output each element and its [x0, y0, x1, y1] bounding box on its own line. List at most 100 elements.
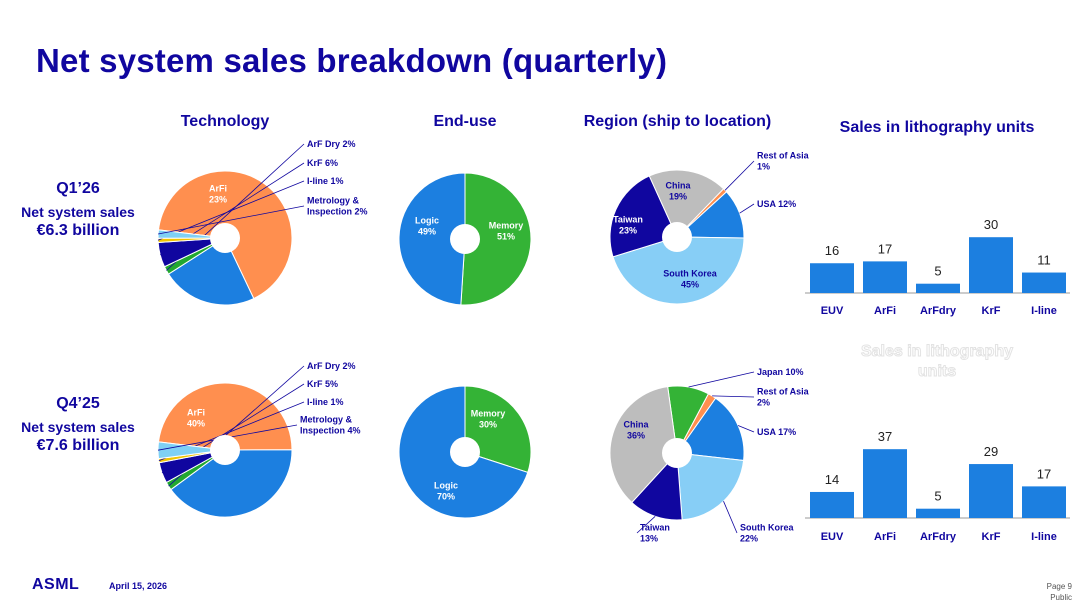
slice-label-arf-dry: ArF Dry 2% [307, 139, 356, 149]
asml-logo: ASML [32, 576, 80, 593]
bar-value-label: 17 [1037, 466, 1051, 481]
slice-label-arf-dry: ArF Dry 2% [307, 361, 356, 371]
x-tick-label: ArFi [874, 531, 896, 543]
slice-label-krf: KrF 5% [307, 379, 338, 389]
region-heading: Region (ship to location) [583, 113, 772, 130]
classification-label: Public [1050, 593, 1072, 602]
slice-label-usa: USA 12% [757, 199, 796, 209]
pie-slice-arfi [167, 237, 255, 306]
slice-label-i-line: I-line 1% [307, 176, 344, 186]
bar-krf [969, 464, 1013, 518]
enduse-heading: End-use [433, 113, 497, 130]
units-heading: Sales in lithography units [839, 119, 1035, 136]
pie-slice-memory [460, 172, 532, 306]
bar-value-label: 30 [984, 217, 998, 232]
footer-page: Page 9 Public [1047, 581, 1072, 603]
pie-slice-south-korea [612, 236, 745, 305]
leader-line [737, 425, 755, 433]
slice-label-arfi: ArFi 40% [187, 408, 205, 429]
bar-value-label: 5 [934, 264, 941, 279]
donut-hole [662, 222, 692, 252]
x-tick-label: KrF [982, 531, 1001, 543]
leader-line [712, 395, 755, 398]
bar-euv [810, 263, 854, 293]
leader-line [688, 371, 755, 388]
pie-slice-china [609, 386, 678, 504]
bar-arfdry [916, 508, 960, 518]
donut-hole [450, 437, 480, 467]
slice-label-rest-of-asia: Rest of Asia 1% [757, 151, 810, 172]
pie-slice-taiwan [631, 451, 683, 521]
x-tick-label: I-line [1031, 531, 1057, 543]
donut-hole [450, 224, 480, 254]
pie-slice-euv [157, 382, 293, 451]
leader-line [739, 203, 755, 214]
technology-heading: Technology [180, 113, 270, 130]
donut-hole [210, 223, 240, 253]
slice-label-japan: Japan 10% [757, 367, 804, 377]
slice-label-taiwan: Taiwan 23% [613, 215, 643, 236]
bar-value-label: 37 [878, 429, 892, 444]
quarter-label: Q4’25 [56, 395, 100, 412]
bar-value-label: 11 [1037, 253, 1051, 268]
slice-label-krf: KrF 6% [307, 158, 338, 168]
slice-label-south-korea: South Korea 22% [740, 523, 794, 544]
quarter-block-q1-26: Q1’26 Net system sales €6.3 billion [8, 180, 148, 240]
donut-hole [210, 435, 240, 465]
x-tick-label: EUV [821, 305, 844, 317]
slice-label-china: China 19% [665, 181, 691, 202]
pie-slice-taiwan [609, 175, 678, 258]
net-sales-value: €6.3 billion [36, 222, 120, 239]
donut-hole [662, 438, 692, 468]
bar-arfi [863, 449, 907, 518]
net-sales-label: Net system sales [21, 419, 135, 435]
slice-label-south-korea: South Korea 45% [663, 269, 717, 290]
leader-line [723, 501, 738, 534]
leader-line [724, 160, 755, 191]
footer-date: April 15, 2026 [109, 581, 168, 591]
x-tick-label: ArFi [874, 305, 896, 317]
slice-label-logic: Logic 49% [415, 216, 439, 237]
slice-label-arfi: ArFi 23% [209, 184, 227, 205]
pie-slice-metrology-inspection [157, 441, 226, 460]
x-tick-label: ArFdry [920, 305, 957, 317]
leader-line [636, 516, 656, 534]
bar-euv [810, 491, 854, 518]
units-heading-ghost: Sales in lithography units [861, 343, 1013, 380]
bar-i-line [1022, 272, 1066, 293]
slice-label-logic: Logic 70% [434, 481, 458, 502]
net-sales-label: Net system sales [21, 204, 135, 220]
pie-slice-memory [464, 385, 532, 474]
x-tick-label: KrF [982, 305, 1001, 317]
pie-slice-arfi [170, 449, 293, 518]
slice-label-metrology-inspection: Metrology & Inspection 4% [300, 415, 361, 436]
bar-value-label: 14 [825, 472, 839, 487]
leader-line [158, 205, 305, 235]
page-title: Net system sales breakdown (quarterly) [36, 42, 668, 79]
slice-label-china: China 36% [623, 420, 649, 441]
slice-label-rest-of-asia: Rest of Asia 2% [757, 387, 810, 408]
quarter-block-q4-25: Q4’25 Net system sales €7.6 billion [8, 395, 148, 455]
pie-slice-china [648, 169, 725, 238]
x-tick-label: EUV [821, 531, 844, 543]
bar-value-label: 17 [878, 241, 892, 256]
bar-value-label: 29 [984, 444, 998, 459]
slice-label-metrology-inspection: Metrology & Inspection 2% [307, 196, 368, 217]
page-number: Page 9 [1046, 582, 1072, 591]
slice-label-i-line: I-line 1% [307, 397, 344, 407]
bar-arfdry [916, 283, 960, 293]
bar-arfi [863, 261, 907, 293]
net-sales-value: €7.6 billion [36, 437, 120, 454]
bar-value-label: 5 [934, 489, 941, 504]
slice-label-memory: Memory 30% [471, 409, 506, 430]
bar-i-line [1022, 486, 1066, 518]
slice-label-memory: Memory 51% [489, 221, 524, 242]
pie-slice-logic [398, 172, 466, 306]
bar-value-label: 16 [825, 243, 839, 258]
x-tick-label: ArFdry [920, 531, 957, 543]
slice-label-usa: USA 17% [757, 427, 796, 437]
leader-line [157, 180, 305, 241]
bar-krf [969, 237, 1013, 293]
pie-slice-usa [676, 397, 745, 462]
